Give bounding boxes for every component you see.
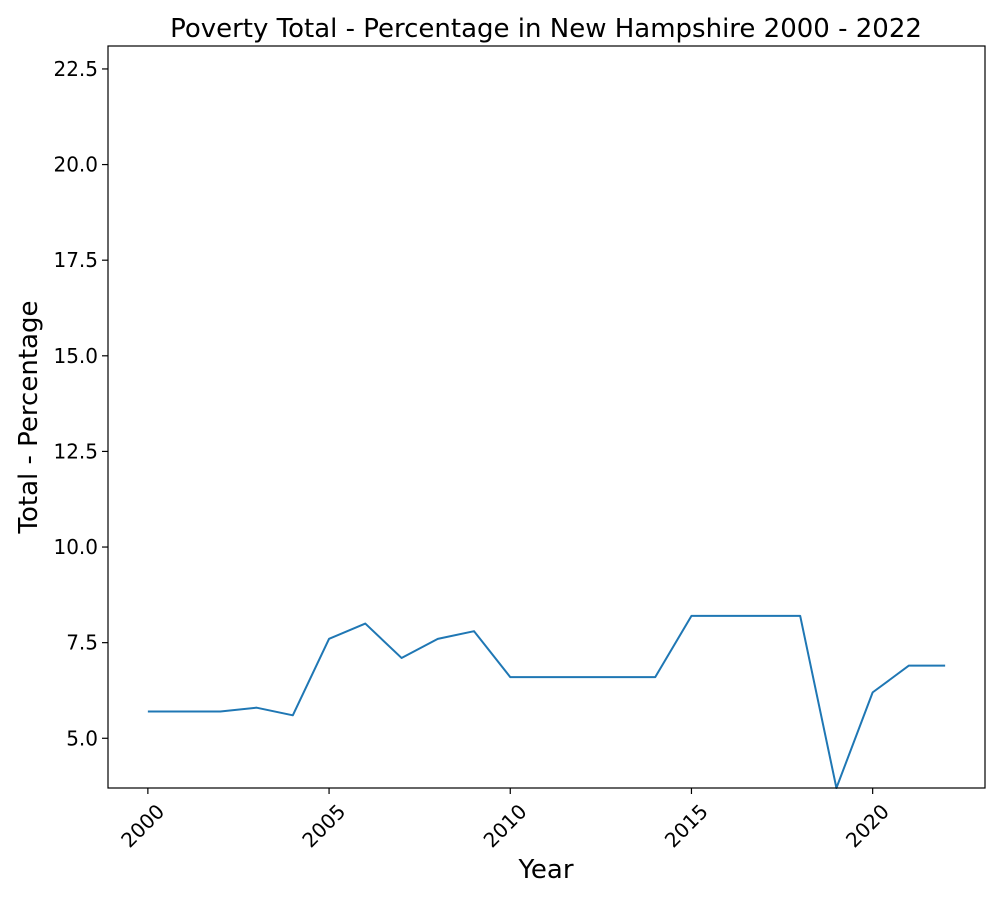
x-tick-label: 2015 xyxy=(660,799,713,852)
y-tick-label: 12.5 xyxy=(53,439,98,463)
x-tick-label: 2005 xyxy=(297,799,350,852)
y-tick-label: 20.0 xyxy=(53,153,98,177)
series-line xyxy=(147,614,946,789)
plot-area xyxy=(147,614,946,789)
x-axis: 2000 2005 2010 2015 2020 xyxy=(116,788,894,852)
y-tick-label: 22.5 xyxy=(53,57,98,81)
y-tick-label: 15.0 xyxy=(53,344,98,368)
y-tick-label: 17.5 xyxy=(53,248,98,272)
x-tick-label: 2020 xyxy=(841,799,894,852)
plot-frame xyxy=(107,45,986,789)
chart-title: Poverty Total - Percentage in New Hampsh… xyxy=(170,14,922,44)
y-tick-label: 7.5 xyxy=(66,631,98,655)
x-axis-label: Year xyxy=(517,855,573,885)
y-axis: 5.0 7.5 10.0 12.5 15.0 17.5 20.0 22.5 xyxy=(53,57,108,750)
y-axis-label: Total - Percentage xyxy=(14,301,44,535)
y-tick-label: 10.0 xyxy=(53,535,98,559)
y-tick-label: 5.0 xyxy=(66,726,98,750)
x-tick-label: 2000 xyxy=(116,799,169,852)
x-tick-label: 2010 xyxy=(479,799,532,852)
